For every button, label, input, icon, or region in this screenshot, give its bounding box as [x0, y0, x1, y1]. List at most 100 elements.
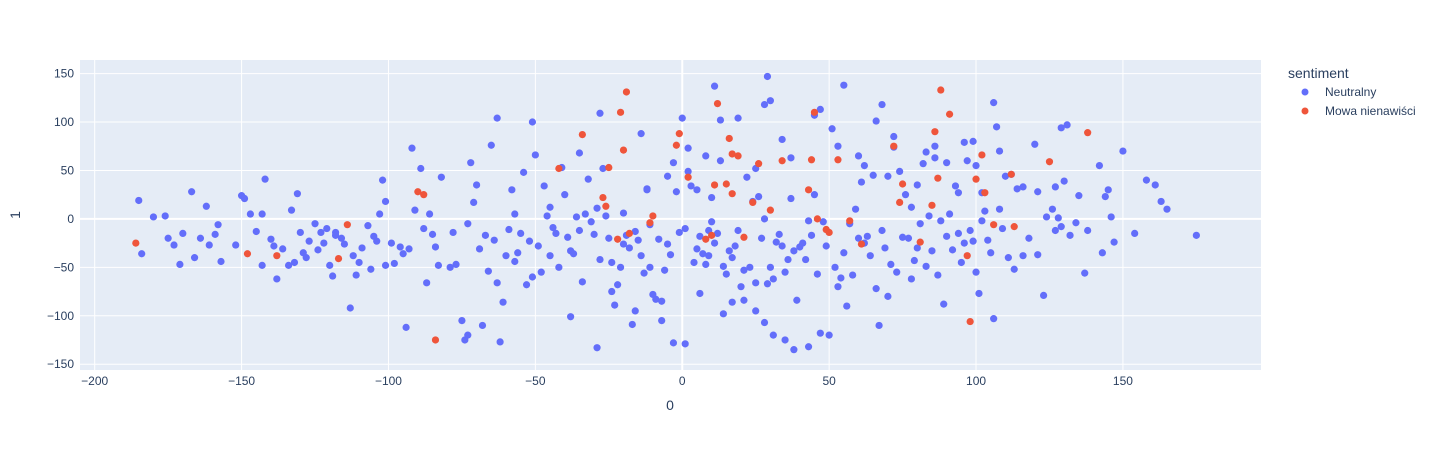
data-point [196, 234, 205, 242]
data-point [919, 160, 927, 168]
data-point [943, 159, 951, 167]
data-point [755, 160, 763, 168]
legend-marker-neutralny [1301, 88, 1309, 96]
data-point [810, 108, 819, 116]
data-point [846, 217, 854, 225]
data-point [619, 240, 628, 248]
data-point [840, 249, 848, 257]
data-point [658, 316, 666, 325]
data-point [555, 164, 563, 173]
data-point [217, 257, 225, 266]
data-point [728, 254, 736, 262]
data-point [984, 236, 992, 244]
data-point [317, 228, 325, 237]
data-point [1157, 197, 1165, 206]
data-point [978, 217, 986, 225]
data-point [943, 232, 951, 240]
data-point [296, 228, 304, 237]
data-point [708, 231, 716, 239]
data-point [661, 266, 669, 274]
data-point [890, 142, 898, 150]
data-point [578, 130, 586, 139]
data-point [320, 239, 328, 247]
data-point [279, 245, 287, 253]
data-point [458, 316, 466, 325]
data-point [616, 263, 625, 271]
data-point [546, 203, 554, 211]
data-point [258, 261, 266, 269]
data-point [381, 261, 390, 269]
data-point [675, 130, 683, 138]
data-point [825, 228, 833, 237]
data-point [940, 300, 948, 308]
data-point [760, 318, 769, 327]
data-point [243, 250, 252, 258]
data-point [851, 205, 860, 213]
x-tick-label: 150 [1113, 374, 1133, 388]
data-point [810, 191, 819, 199]
data-point [854, 234, 863, 242]
data-point [837, 274, 845, 282]
data-point [655, 235, 663, 243]
data-point [528, 118, 537, 126]
data-point [640, 269, 648, 277]
legend: sentiment Neutralny Mowa nienawiści [1288, 65, 1416, 118]
data-point [804, 343, 813, 351]
data-point [769, 275, 777, 283]
data-point [331, 228, 340, 237]
data-point [1107, 213, 1115, 221]
data-point [866, 252, 874, 260]
data-point [710, 181, 719, 189]
legend-item-neutralny[interactable]: Neutralny [1301, 85, 1377, 99]
data-point [681, 224, 689, 233]
data-point [857, 178, 866, 186]
data-point [396, 243, 404, 251]
data-point [1101, 192, 1109, 201]
data-point [972, 268, 980, 276]
data-point [972, 175, 980, 183]
data-point [1063, 121, 1071, 129]
data-point [696, 232, 704, 240]
x-tick-label: 100 [966, 374, 986, 388]
data-point [719, 310, 727, 318]
data-point [643, 186, 651, 194]
data-point [687, 182, 695, 190]
data-point [164, 234, 172, 242]
data-point [652, 295, 660, 303]
data-point [663, 172, 672, 180]
y-tick-label: 150 [54, 67, 74, 81]
data-point [799, 239, 807, 247]
data-point [681, 340, 689, 348]
data-point [349, 252, 357, 260]
data-point [434, 261, 443, 269]
data-point [355, 258, 363, 267]
data-point [176, 260, 184, 269]
data-point [1013, 185, 1021, 193]
data-point [537, 268, 545, 276]
data-point [475, 245, 484, 253]
y-tick-label: −150 [47, 357, 74, 371]
data-point [804, 186, 813, 194]
y-tick-label: 50 [61, 163, 75, 177]
data-point [625, 244, 633, 252]
data-point [816, 329, 824, 337]
data-point [190, 254, 199, 262]
data-point [772, 238, 780, 246]
data-point [743, 173, 751, 181]
data-point [502, 252, 510, 260]
data-point [352, 271, 360, 279]
data-point [622, 88, 631, 96]
legend-item-mowa-nienawisci[interactable]: Mowa nienawiści [1301, 104, 1416, 118]
data-point [343, 221, 351, 229]
series-1 [132, 86, 1092, 344]
data-point [378, 176, 387, 184]
data-point [954, 229, 963, 238]
data-point [713, 229, 722, 238]
data-point [702, 260, 710, 269]
data-point [872, 117, 880, 125]
data-point [746, 263, 754, 271]
data-point [599, 193, 607, 202]
data-point [766, 263, 774, 271]
data-point [138, 250, 146, 258]
data-point [437, 173, 445, 181]
